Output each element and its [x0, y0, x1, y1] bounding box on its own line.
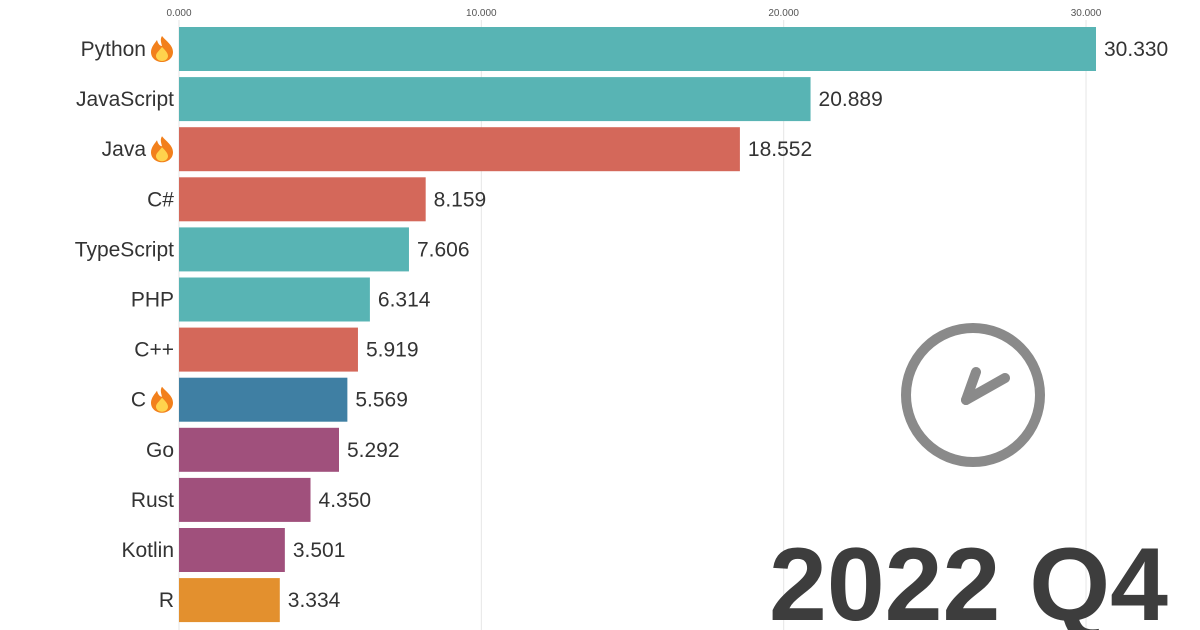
x-tick-label: 20.000	[768, 8, 799, 19]
category-label: C++	[134, 339, 174, 362]
bar	[179, 377, 348, 422]
category-label: Java	[102, 138, 147, 161]
category-label: C#	[147, 188, 174, 211]
bar	[179, 77, 811, 122]
category-label: PHP	[131, 289, 174, 312]
value-label: 30.330	[1104, 38, 1168, 61]
bar	[179, 227, 409, 272]
bar	[179, 427, 339, 472]
category-label: Go	[146, 439, 174, 462]
bar	[179, 27, 1096, 71]
value-label: 7.606	[417, 238, 470, 261]
x-tick-label: 30.000	[1071, 8, 1102, 19]
clock-icon	[901, 323, 1045, 467]
bar	[179, 177, 426, 222]
value-label: 5.919	[366, 339, 419, 362]
fire-icon	[151, 136, 173, 163]
value-label: 3.334	[288, 589, 341, 612]
bar	[179, 127, 740, 172]
value-label: 5.292	[347, 439, 400, 462]
value-label: 4.350	[319, 489, 372, 512]
x-tick-label: 0.000	[166, 8, 191, 19]
fire-icon	[151, 36, 173, 62]
bar	[179, 277, 370, 322]
category-label: Python	[81, 38, 146, 61]
period-label: 2022 Q4	[769, 527, 1168, 630]
x-axis-ticks: 0.000 10.000 20.000 30.000	[166, 8, 1101, 19]
bar	[179, 528, 285, 572]
bar	[179, 578, 280, 623]
bar	[179, 477, 311, 522]
value-label: 20.889	[819, 88, 883, 111]
category-label: Kotlin	[121, 539, 174, 562]
value-label: 3.501	[293, 539, 346, 562]
category-label: C	[131, 389, 146, 412]
category-label: TypeScript	[75, 238, 174, 261]
x-tick-label: 10.000	[466, 8, 497, 19]
category-label: Rust	[131, 489, 174, 512]
bar	[179, 327, 358, 372]
value-label: 8.159	[434, 188, 487, 211]
fire-icon	[151, 386, 173, 413]
value-label: 5.569	[355, 389, 408, 412]
value-labels: 30.330 20.889 18.552 8.159 7.606 6.314 5.919 5.…	[288, 38, 1168, 612]
value-label: 18.552	[748, 138, 812, 161]
bars	[179, 27, 1096, 623]
category-label: R	[159, 589, 174, 612]
value-label: 6.314	[378, 289, 431, 312]
category-labels: Python JavaScript Java C# TypeScript PHP C++ C G…	[75, 36, 174, 612]
category-label: JavaScript	[76, 88, 174, 111]
